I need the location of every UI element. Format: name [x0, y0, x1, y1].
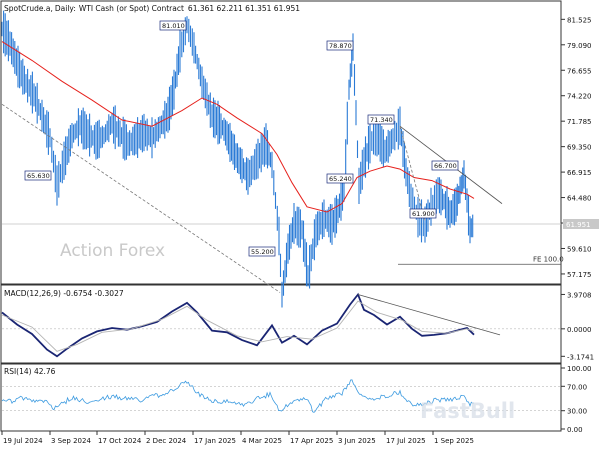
annotation-label: 65.240 — [329, 175, 352, 183]
price-tick-label: 66.915 — [567, 169, 592, 177]
x-tick-label: 17 Oct 2024 — [98, 437, 142, 445]
rsi-tick-label: 100.00 — [567, 365, 592, 373]
macd-main-line — [1, 292, 475, 358]
chart-header: SpotCrude.a, Daily: WTI Cash (or Spot) Con… — [4, 4, 300, 13]
macd-signal-line — [1, 300, 475, 352]
annotation-label: 81.010 — [162, 22, 185, 30]
current-price-label: 61.951 — [566, 221, 591, 229]
annotation-label: 78.870 — [329, 42, 352, 50]
x-tick-label: 1 Sep 2025 — [434, 437, 474, 445]
macd-tick-label: -3.1741 — [567, 353, 594, 361]
current-price-box — [563, 219, 599, 230]
price-tick-label: 74.220 — [567, 93, 592, 101]
rsi-tick-label: 30.00 — [567, 408, 587, 416]
annotation-box — [431, 160, 459, 171]
price-tick-label: 81.525 — [567, 16, 592, 24]
rsi-tick-label: 0.00 — [567, 426, 583, 434]
annotation-box — [367, 114, 395, 125]
annotation-box — [159, 20, 187, 31]
dashed-trendline — [1, 103, 281, 293]
macd-tick-label: 0.0000 — [567, 326, 592, 334]
rsi-panel — [0, 363, 562, 432]
macd-title: MACD(12,26,9) -0.6754 -0.3027 — [4, 289, 124, 298]
x-tick-label: 3 Jun 2025 — [338, 437, 376, 445]
x-tick-label: 3 Sep 2024 — [51, 437, 91, 445]
x-tick-label: 17 Jan 2025 — [194, 437, 236, 445]
x-tick-label: 17 Jul 2025 — [386, 437, 426, 445]
annotation-label: 66.700 — [434, 162, 457, 170]
annotation-label: 55.200 — [251, 248, 274, 256]
x-tick-label: 4 Mar 2025 — [242, 437, 282, 445]
price-bars — [1, 10, 474, 308]
annotation-box — [326, 40, 354, 51]
annotation-label: 65.630 — [27, 172, 50, 180]
price-tick-label: 59.610 — [567, 245, 592, 253]
price-tick-label: 71.785 — [567, 118, 592, 126]
price-tick-label: 64.480 — [567, 195, 592, 203]
x-tick-label: 17 Apr 2025 — [290, 437, 333, 445]
price-tick-label: 76.655 — [567, 67, 592, 75]
dashed-fib-line — [399, 126, 426, 221]
price-tick-label: 69.350 — [567, 144, 592, 152]
x-tick-label: 2 Dec 2024 — [146, 437, 187, 445]
rsi-title: RSI(14) 42.76 — [4, 367, 56, 376]
annotation-box — [409, 208, 437, 219]
rsi-line — [1, 379, 475, 413]
macd-panel — [0, 284, 562, 364]
annotation-box — [24, 170, 52, 181]
fastbull-logo: FastBull — [420, 399, 515, 423]
rsi-tick-label: 70.00 — [567, 383, 587, 391]
fe-label: FE 100.0 — [533, 255, 564, 263]
macd-trendline — [357, 294, 501, 336]
moving-average-line — [1, 41, 475, 213]
annotation-label: 61.900 — [412, 210, 435, 218]
price-tick-label: 57.175 — [567, 271, 592, 279]
annotation-box — [326, 173, 354, 184]
annotation-label: 71.340 — [370, 116, 393, 124]
price-tick-label: 79.090 — [567, 42, 592, 50]
x-tick-label: 19 Jul 2024 — [3, 437, 43, 445]
watermark: Action Forex — [60, 241, 165, 261]
annotation-box — [248, 246, 276, 257]
macd-tick-label: 3.9708 — [567, 291, 592, 299]
